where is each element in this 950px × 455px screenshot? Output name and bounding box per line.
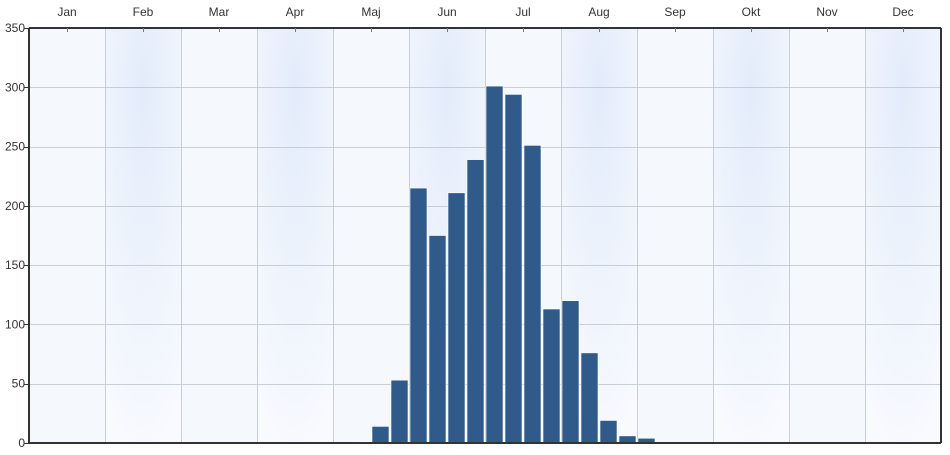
y-tick-label: 350 [5, 21, 25, 35]
month-label: Jul [515, 5, 530, 19]
bar [599, 420, 618, 444]
bars [352, 85, 656, 444]
y-tick-label: 250 [5, 140, 25, 154]
month-band [865, 28, 941, 443]
month-label: Nov [816, 5, 837, 19]
bar [618, 435, 637, 444]
month-label: Jan [57, 5, 76, 19]
month-band [257, 28, 333, 443]
bar [390, 379, 409, 444]
bar [409, 187, 428, 444]
month-label: Maj [361, 5, 380, 19]
bar [580, 352, 599, 444]
y-tick-label: 150 [5, 258, 25, 272]
y-tick-label: 200 [5, 199, 25, 213]
bar [561, 300, 580, 444]
month-labels: Jan Feb Mar Apr Maj Jun Jul Aug Sep Okt Nov Dec [57, 5, 913, 19]
month-label: Mar [209, 5, 230, 19]
month-label: Apr [286, 5, 305, 19]
month-label: Jun [437, 5, 456, 19]
bar [523, 145, 542, 444]
bar [371, 426, 390, 444]
bar [466, 159, 485, 444]
y-tick-label: 0 [18, 436, 25, 450]
bar [542, 308, 561, 444]
bar [485, 85, 504, 444]
y-tick-label: 50 [12, 377, 26, 391]
y-tick-label: 300 [5, 80, 25, 94]
month-band [713, 28, 789, 443]
month-label: Okt [742, 5, 761, 19]
month-label: Sep [664, 5, 686, 19]
bar [504, 94, 523, 444]
month-label: Aug [588, 5, 609, 19]
y-tick-label: 100 [5, 317, 25, 331]
axes [24, 27, 942, 444]
month-label: Feb [133, 5, 154, 19]
bar [428, 235, 447, 444]
month-label: Dec [892, 5, 913, 19]
y-axis-labels: 0 50 100 150 200 250 300 350 [5, 21, 25, 450]
bar [447, 192, 466, 444]
month-band [105, 28, 181, 443]
